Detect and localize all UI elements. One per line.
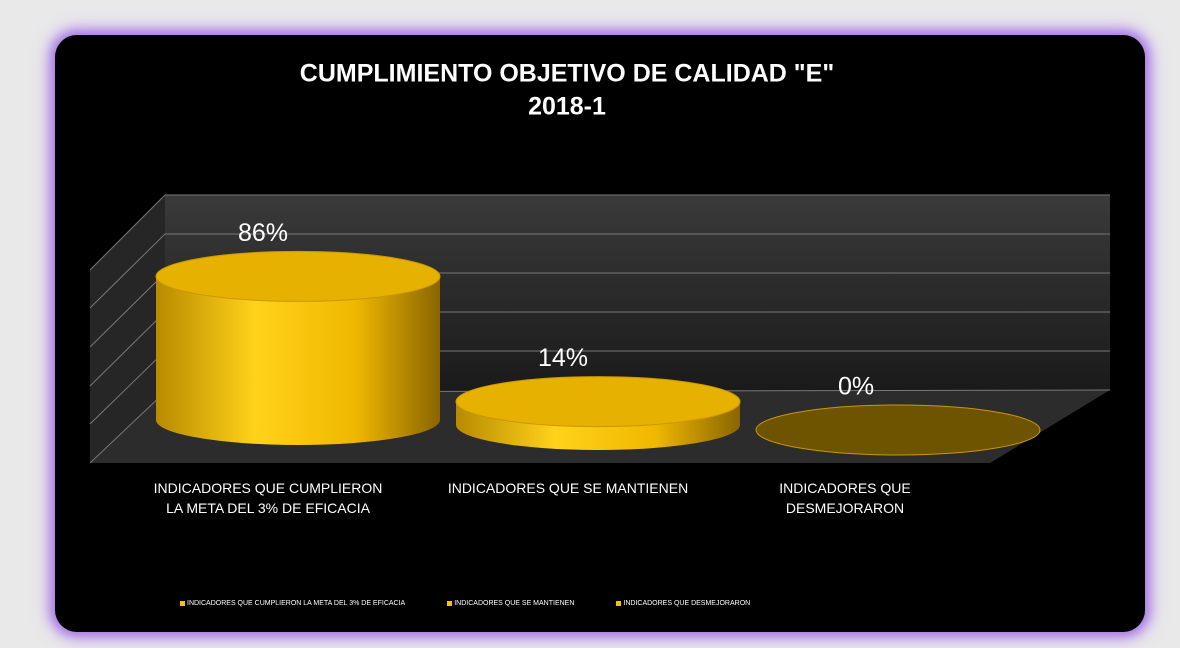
legend-label: INDICADORES QUE DESMEJORARON	[623, 600, 751, 607]
value-label: 0%	[838, 373, 874, 401]
grid-line	[89, 233, 1110, 309]
legend-label: INDICADORES QUE CUMPLIERON LA META DEL 3…	[187, 600, 406, 607]
legend-swatch	[616, 601, 622, 606]
cylinder: 0%	[755, 373, 1041, 456]
legend-item: INDICADORES QUE SE MANTIENEN	[447, 600, 574, 607]
legend-item: INDICADORES QUE DESMEJORARON	[616, 600, 750, 607]
cylinder: 86%	[155, 219, 441, 445]
cylinder-top	[755, 404, 1041, 456]
legend-item: INDICADORES QUE CUMPLIERON LA META DEL 3…	[180, 600, 405, 607]
chart-subtitle: 2018-1	[528, 93, 606, 121]
cylinder-top	[155, 250, 441, 302]
cylinder-top	[455, 376, 741, 428]
x-tick-label: INDICADORES QUE CUMPLIERON LA META DEL 3…	[153, 480, 383, 516]
grid-line	[89, 194, 1110, 271]
legend-label: INDICADORES QUE SE MANTIENEN	[454, 600, 575, 607]
cylinder: 14%	[455, 344, 741, 450]
legend-swatch	[447, 601, 453, 606]
legend: INDICADORES QUE CUMPLIERON LA META DEL 3…	[180, 600, 1040, 607]
x-tick-label: INDICADORES QUE DESMEJORARON	[779, 480, 911, 516]
value-label: 14%	[538, 344, 588, 372]
legend-swatch	[180, 601, 185, 606]
value-label: 86%	[238, 219, 288, 247]
x-tick-label: INDICADORES QUE SE MANTIENEN	[447, 480, 689, 496]
cylinder-body	[156, 276, 440, 445]
chart-title: CUMPLIMIENTO OBJETIVO DE CALIDAD "E"	[300, 60, 834, 88]
side-wall	[90, 195, 165, 463]
